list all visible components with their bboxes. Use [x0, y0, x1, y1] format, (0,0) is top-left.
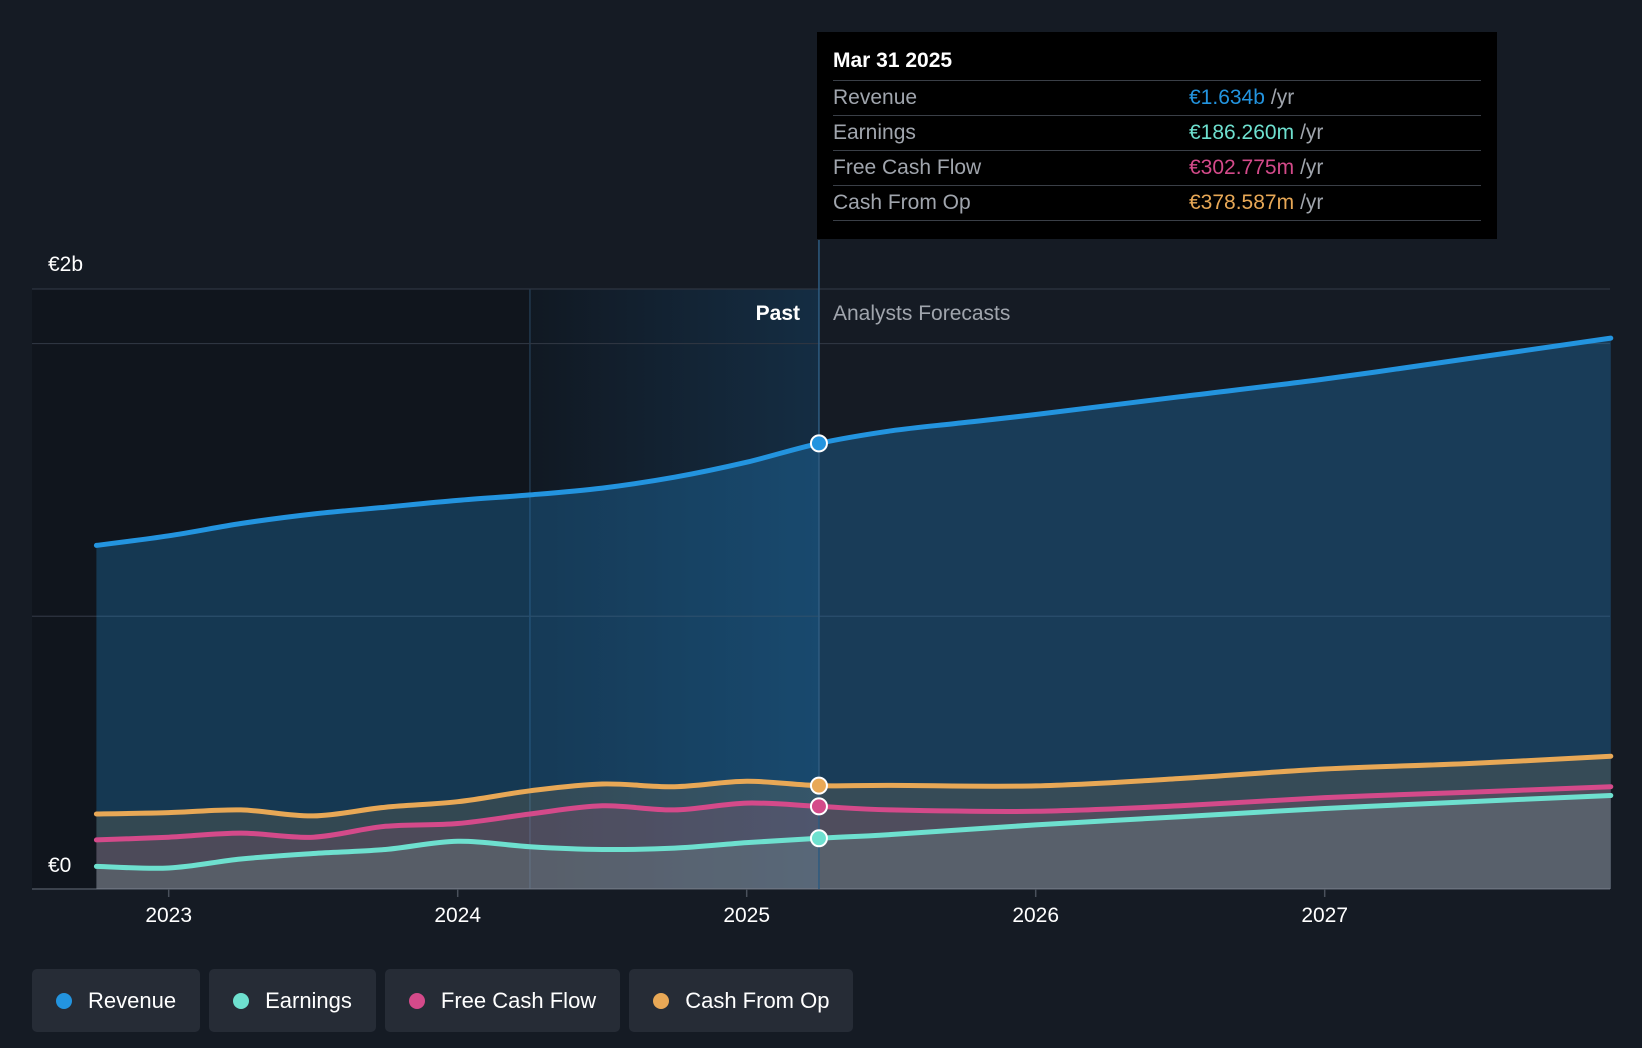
y-label-zero: €0 [48, 854, 71, 877]
legend-label: Revenue [88, 987, 177, 1013]
x-tick-label: 2027 [1301, 904, 1348, 927]
free-cash-flow-line [93, 784, 1614, 843]
tooltip-unit: /yr [1270, 86, 1295, 109]
revenue-line [93, 335, 1614, 548]
cash-from-op-marker [809, 776, 828, 795]
legend-item-revenue[interactable]: Revenue [32, 969, 201, 1032]
tooltip-unit: /yr [1300, 121, 1324, 144]
tooltip-value: €186.260m [1189, 121, 1295, 144]
tooltip-value: €1.634b [1189, 86, 1265, 109]
cash-from-op-dot-icon [653, 992, 670, 1009]
earnings-marker [809, 829, 828, 848]
cash-from-op-area [96, 756, 1611, 889]
x-tick-label: 2023 [145, 904, 192, 927]
chart-legend: Revenue Earnings Free Cash Flow Cash Fro… [32, 969, 854, 1032]
tooltip-row-earnings: Earnings €186.260m /yr [833, 116, 1481, 151]
tooltip-label: Free Cash Flow [833, 156, 982, 179]
free-cash-flow-dot-icon [408, 992, 425, 1009]
revenue-dot-icon [56, 992, 72, 1009]
legend-label: Free Cash Flow [440, 987, 597, 1013]
tooltip-label: Revenue [833, 86, 918, 109]
legend-item-earnings[interactable]: Earnings [209, 969, 376, 1032]
tooltip-value: €378.587m [1189, 191, 1295, 214]
tooltip-row-revenue: Revenue €1.634b /yr [833, 81, 1481, 116]
past-label: Past [756, 302, 800, 325]
x-tick-label: 2025 [723, 904, 770, 927]
legend-label: Earnings [265, 987, 352, 1013]
revenue-marker [809, 434, 828, 453]
tooltip-label: Cash From Op [833, 191, 971, 214]
tooltip-value: €302.775m [1189, 156, 1295, 179]
earnings-dot-icon [233, 992, 250, 1009]
earnings-area [96, 795, 1611, 889]
tooltip-label: Earnings [833, 121, 916, 144]
revenue-area [96, 338, 1611, 890]
x-tick-label: 2026 [1012, 904, 1059, 927]
data-tooltip: Mar 31 2025 Revenue €1.634b /yr Earnings… [817, 32, 1497, 239]
legend-item-free-cash-flow[interactable]: Free Cash Flow [384, 969, 621, 1032]
tooltip-date: Mar 31 2025 [833, 46, 1481, 81]
forecast-label: Analysts Forecasts [833, 302, 1010, 325]
tooltip-row-free-cash-flow: Free Cash Flow €302.775m /yr [833, 151, 1481, 186]
tooltip-unit: /yr [1300, 191, 1324, 214]
x-tick-label: 2024 [434, 904, 481, 927]
tooltip-unit: /yr [1300, 156, 1324, 179]
free-cash-flow-marker [809, 797, 828, 816]
legend-item-cash-from-op[interactable]: Cash From Op [629, 969, 854, 1032]
legend-label: Cash From Op [685, 987, 830, 1013]
tooltip-row-cash-from-op: Cash From Op €378.587m /yr [833, 186, 1481, 221]
cash-from-op-line [93, 753, 1614, 819]
earnings-line [93, 793, 1614, 871]
y-label-top: €2b [48, 253, 83, 276]
